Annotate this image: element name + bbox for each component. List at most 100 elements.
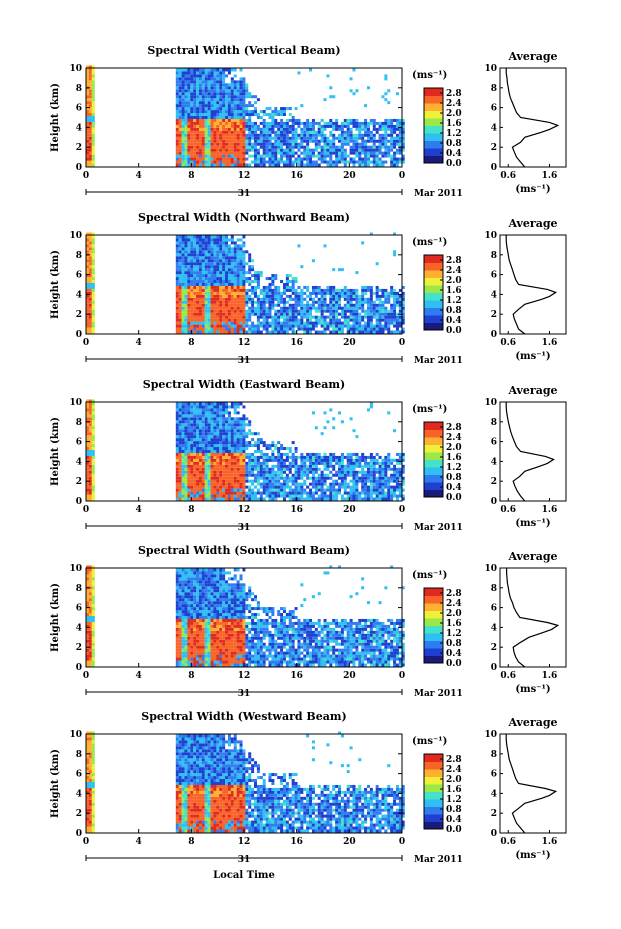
heatmap-cell xyxy=(225,476,229,480)
heatmap-cell xyxy=(184,312,188,316)
heatmap-cell xyxy=(181,432,185,436)
heatmap-cell xyxy=(300,300,304,304)
heatmap-cell xyxy=(175,315,179,319)
heatmap-cell xyxy=(178,321,182,325)
heatmap-cell xyxy=(88,271,92,275)
heatmap-cell xyxy=(190,476,194,480)
heatmap-cell xyxy=(225,136,229,140)
heatmap-cell xyxy=(262,491,266,495)
heatmap-cell xyxy=(88,452,92,456)
heatmap-cell xyxy=(259,274,263,278)
heatmap-cell xyxy=(346,473,350,477)
heatmap-cell xyxy=(372,309,376,313)
heatmap-cell xyxy=(259,485,263,489)
heatmap-cell xyxy=(317,458,321,462)
heatmap-cell xyxy=(239,318,243,322)
heatmap-cell xyxy=(219,80,223,84)
heatmap-cell xyxy=(213,118,217,122)
heatmap-cell xyxy=(282,130,286,134)
heatmap-cell xyxy=(184,449,188,453)
heatmap-cell xyxy=(86,107,89,111)
heatmap-cell xyxy=(233,470,237,474)
heatmap-cell xyxy=(239,145,243,149)
heatmap-cell xyxy=(207,68,211,72)
heatmap-cell xyxy=(91,312,95,316)
heatmap-cell xyxy=(210,470,214,474)
heatmap-cell xyxy=(323,458,327,462)
heatmap-cell xyxy=(352,429,356,433)
heatmap-cell xyxy=(196,74,200,78)
heatmap-cell xyxy=(369,312,373,316)
heatmap-cell xyxy=(88,479,92,483)
heatmap-cell xyxy=(274,157,278,161)
heatmap-cell xyxy=(329,157,333,161)
heatmap-cell xyxy=(294,447,298,451)
heatmap-cell xyxy=(303,473,307,477)
heatmap-cell xyxy=(219,268,223,272)
heatmap-cell xyxy=(384,145,388,149)
heatmap-cell xyxy=(233,315,237,319)
heatmap-cell xyxy=(216,71,220,75)
heatmap-cell xyxy=(352,303,356,307)
heatmap-cell xyxy=(346,470,350,474)
heatmap-cell xyxy=(210,429,214,433)
heatmap-cell xyxy=(196,80,200,84)
heatmap-cell xyxy=(332,136,336,140)
heatmap-cell xyxy=(236,497,240,501)
heatmap-cell xyxy=(332,327,336,331)
heatmap-cell xyxy=(91,411,95,415)
heatmap-cell xyxy=(233,294,237,298)
heatmap-cell xyxy=(190,300,194,304)
heatmap-cell xyxy=(332,306,336,310)
heatmap-cell xyxy=(193,435,197,439)
heatmap-cell xyxy=(190,80,194,84)
heatmap-cell xyxy=(340,324,344,328)
heatmap-cell xyxy=(86,139,89,143)
heatmap-cell xyxy=(230,247,234,251)
heatmap-cell xyxy=(201,423,205,427)
heatmap-cell xyxy=(259,467,263,471)
heatmap-cell xyxy=(265,291,269,295)
heatmap-cell xyxy=(86,408,89,412)
heatmap-cell xyxy=(193,110,197,114)
heatmap-cell xyxy=(184,447,188,451)
heatmap-cell xyxy=(193,238,197,242)
heatmap-cell xyxy=(329,482,333,486)
heatmap-cell xyxy=(230,139,234,143)
heatmap-cell xyxy=(190,455,194,459)
heatmap-cell xyxy=(280,154,284,158)
heatmap-cell xyxy=(204,274,208,278)
heatmap-cell xyxy=(88,157,92,161)
heatmap-cell xyxy=(86,473,89,477)
heatmap-cell xyxy=(282,327,286,331)
heatmap-cell xyxy=(236,455,240,459)
x-tick-label: 4 xyxy=(136,338,142,348)
heatmap-cell xyxy=(311,324,315,328)
heatmap-cell xyxy=(201,92,205,96)
heatmap-cell xyxy=(233,426,237,430)
heatmap-cell xyxy=(317,488,321,492)
heatmap-cell xyxy=(251,330,255,334)
heatmap-cell xyxy=(268,291,272,295)
heatmap-cell xyxy=(181,309,185,313)
heatmap-cell xyxy=(254,458,258,462)
heatmap-cell xyxy=(204,253,208,257)
heatmap-cell xyxy=(291,303,295,307)
heatmap-cell xyxy=(358,154,362,158)
heatmap-cell xyxy=(277,139,281,143)
heatmap-cell xyxy=(198,479,202,483)
heatmap-cell xyxy=(210,89,214,93)
heatmap-cell xyxy=(254,455,258,459)
heatmap-cell xyxy=(349,157,353,161)
colorbar-segment xyxy=(424,125,443,134)
heatmap-cell xyxy=(300,476,304,480)
heatmap-cell xyxy=(198,315,202,319)
heatmap-cell xyxy=(190,429,194,433)
heatmap-cell xyxy=(384,154,388,158)
heatmap-cell xyxy=(219,312,223,316)
heatmap-cell xyxy=(271,121,275,125)
heatmap-cell xyxy=(196,265,200,269)
heatmap-cell xyxy=(326,473,330,477)
heatmap-cell xyxy=(219,485,223,489)
